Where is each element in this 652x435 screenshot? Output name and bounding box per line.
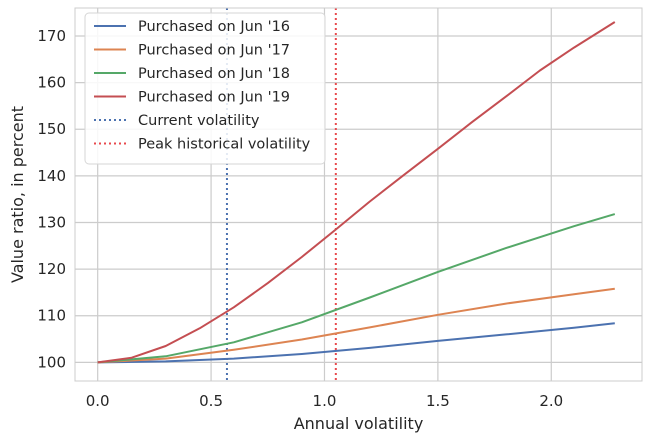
x-tick-label: 1.0 — [313, 392, 337, 410]
legend-label: Purchased on Jun '17 — [138, 43, 290, 59]
legend: Purchased on Jun '16 Purchased on Jun '17… — [84, 12, 326, 165]
legend-box — [84, 12, 326, 165]
legend-label: Purchased on Jun '19 — [138, 90, 290, 106]
x-tick-label: 1.5 — [426, 392, 450, 410]
legend-label: Current volatility — [138, 113, 260, 129]
series-line-0 — [97, 322, 615, 364]
y-tick-label: 110 — [37, 307, 66, 325]
y-tick-labels: 100 110 120 130 140 150 160 170 — [37, 27, 66, 371]
x-tick-label: 0.0 — [86, 392, 110, 410]
y-tick-label: 160 — [37, 74, 66, 92]
legend-label: Purchased on Jun '16 — [138, 19, 290, 35]
legend-label: Purchased on Jun '18 — [138, 66, 290, 82]
series-line-2 — [97, 213, 616, 364]
x-tick-label: 2.0 — [539, 392, 563, 410]
y-tick-label: 130 — [37, 213, 66, 231]
x-tick-labels: 0.0 0.5 1.0 1.5 2.0 — [86, 392, 563, 410]
series-line-3 — [97, 21, 616, 364]
y-tick-label: 100 — [37, 353, 66, 371]
x-axis-label: Annual volatility — [294, 414, 424, 433]
y-tick-label: 140 — [37, 167, 66, 185]
y-tick-label: 170 — [37, 27, 66, 45]
y-axis-label: Value ratio, in percent — [8, 106, 27, 283]
plot-frame — [74, 7, 643, 382]
series-line-1 — [97, 287, 615, 364]
x-tick-label: 0.5 — [199, 392, 223, 410]
legend-label: Peak historical volatility — [138, 137, 311, 153]
plot-area — [97, 8, 616, 381]
y-tick-label: 120 — [37, 260, 66, 278]
y-tick-label: 150 — [37, 120, 66, 138]
